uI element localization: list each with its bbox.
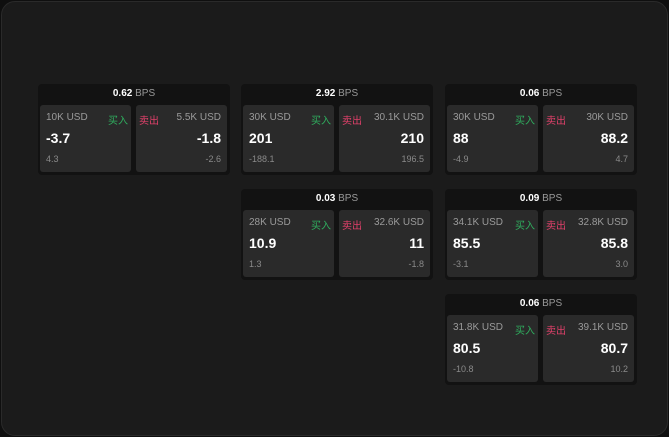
spread-value: 0.62 — [112, 88, 133, 99]
buy-label: 买入 — [515, 326, 535, 337]
spread-value: 0.06 — [519, 88, 540, 99]
buy-price: 80.5 — [453, 340, 481, 356]
sell-label: 卖出 — [139, 116, 159, 127]
sell-price: 88.2 — [600, 130, 628, 146]
spread-unit: BPS — [542, 298, 563, 309]
buy-button[interactable]: 28K USD 买入 10.9 1.3 — [243, 210, 334, 277]
buy-change: 1.3 — [249, 259, 262, 269]
buy-label: 买入 — [515, 116, 535, 127]
spread-unit: BPS — [135, 88, 156, 99]
buy-size: 10K USD — [46, 112, 88, 123]
buy-price: 201 — [249, 130, 273, 146]
quote-card: 0.06 BPS 30K USD 买入 88 -4.9 卖出 30K USD 8… — [445, 84, 637, 175]
sell-label: 卖出 — [546, 326, 566, 337]
sell-size: 30K USD — [586, 112, 628, 123]
quote-card: 0.06 BPS 31.8K USD 买入 80.5 -10.8 卖出 39.1… — [445, 294, 637, 385]
buy-change: -10.8 — [453, 364, 474, 374]
buy-button[interactable]: 30K USD 买入 201 -188.1 — [243, 105, 334, 172]
quote-card: 0.62 BPS 10K USD 买入 -3.7 4.3 卖出 5.5K USD… — [38, 84, 230, 175]
buy-change: -3.1 — [453, 259, 469, 269]
sell-price: -1.8 — [196, 130, 221, 146]
sell-button[interactable]: 卖出 5.5K USD -1.8 -2.6 — [136, 105, 227, 172]
sell-button[interactable]: 卖出 39.1K USD 80.7 10.2 — [543, 315, 634, 382]
buy-size: 28K USD — [249, 217, 291, 228]
buy-label: 买入 — [311, 116, 331, 127]
sell-button[interactable]: 卖出 32.6K USD 11 -1.8 — [339, 210, 430, 277]
buy-size: 30K USD — [249, 112, 291, 123]
quote-card: 0.09 BPS 34.1K USD 买入 85.5 -3.1 卖出 32.8K… — [445, 189, 637, 280]
buy-price: 88 — [453, 130, 469, 146]
buy-button[interactable]: 34.1K USD 买入 85.5 -3.1 — [447, 210, 538, 277]
sell-size: 32.8K USD — [577, 217, 628, 228]
sell-button[interactable]: 卖出 32.8K USD 85.8 3.0 — [543, 210, 634, 277]
buy-size: 31.8K USD — [453, 322, 504, 333]
buy-label: 买入 — [108, 116, 128, 127]
buy-size: 34.1K USD — [453, 217, 504, 228]
sell-label: 卖出 — [342, 221, 362, 232]
sell-label: 卖出 — [546, 221, 566, 232]
spread-value: 0.03 — [315, 193, 336, 204]
spread-value: 0.06 — [519, 298, 540, 309]
spread-header: 0.09 BPS — [445, 189, 637, 209]
sell-price: 210 — [400, 130, 424, 146]
sell-change: -2.6 — [205, 154, 221, 164]
buy-price: 10.9 — [249, 235, 277, 251]
buy-price: 85.5 — [453, 235, 481, 251]
spread-unit: BPS — [542, 193, 563, 204]
spread-header: 0.62 BPS — [38, 84, 230, 104]
buy-size: 30K USD — [453, 112, 495, 123]
buy-change: -188.1 — [249, 154, 275, 164]
spread-value: 0.09 — [519, 193, 540, 204]
sell-size: 39.1K USD — [577, 322, 628, 333]
sell-change: 4.7 — [615, 154, 628, 164]
buy-label: 买入 — [515, 221, 535, 232]
buy-price: -3.7 — [46, 130, 71, 146]
sell-change: 3.0 — [615, 259, 628, 269]
sell-label: 卖出 — [342, 116, 362, 127]
spread-unit: BPS — [338, 88, 359, 99]
sell-size: 5.5K USD — [176, 112, 221, 123]
spread-header: 0.06 BPS — [445, 294, 637, 314]
buy-button[interactable]: 31.8K USD 买入 80.5 -10.8 — [447, 315, 538, 382]
sell-change: 10.2 — [610, 364, 628, 374]
spread-value: 2.92 — [315, 88, 336, 99]
sell-label: 卖出 — [546, 116, 566, 127]
spread-header: 2.92 BPS — [241, 84, 433, 104]
sell-size: 32.6K USD — [373, 217, 424, 228]
spread-unit: BPS — [542, 88, 563, 99]
sell-change: 196.5 — [401, 154, 424, 164]
sell-price: 80.7 — [600, 340, 628, 356]
buy-button[interactable]: 10K USD 买入 -3.7 4.3 — [40, 105, 131, 172]
buy-label: 买入 — [311, 221, 331, 232]
spread-unit: BPS — [338, 193, 359, 204]
sell-price: 11 — [409, 235, 424, 251]
buy-change: -4.9 — [453, 154, 469, 164]
sell-size: 30.1K USD — [373, 112, 424, 123]
quote-card: 0.03 BPS 28K USD 买入 10.9 1.3 卖出 32.6K US… — [241, 189, 433, 280]
spread-header: 0.06 BPS — [445, 84, 637, 104]
sell-button[interactable]: 卖出 30.1K USD 210 196.5 — [339, 105, 430, 172]
buy-change: 4.3 — [46, 154, 59, 164]
quote-card: 2.92 BPS 30K USD 买入 201 -188.1 卖出 30.1K … — [241, 84, 433, 175]
sell-button[interactable]: 卖出 30K USD 88.2 4.7 — [543, 105, 634, 172]
buy-button[interactable]: 30K USD 买入 88 -4.9 — [447, 105, 538, 172]
sell-change: -1.8 — [408, 259, 424, 269]
sell-price: 85.8 — [600, 235, 628, 251]
spread-header: 0.03 BPS — [241, 189, 433, 209]
